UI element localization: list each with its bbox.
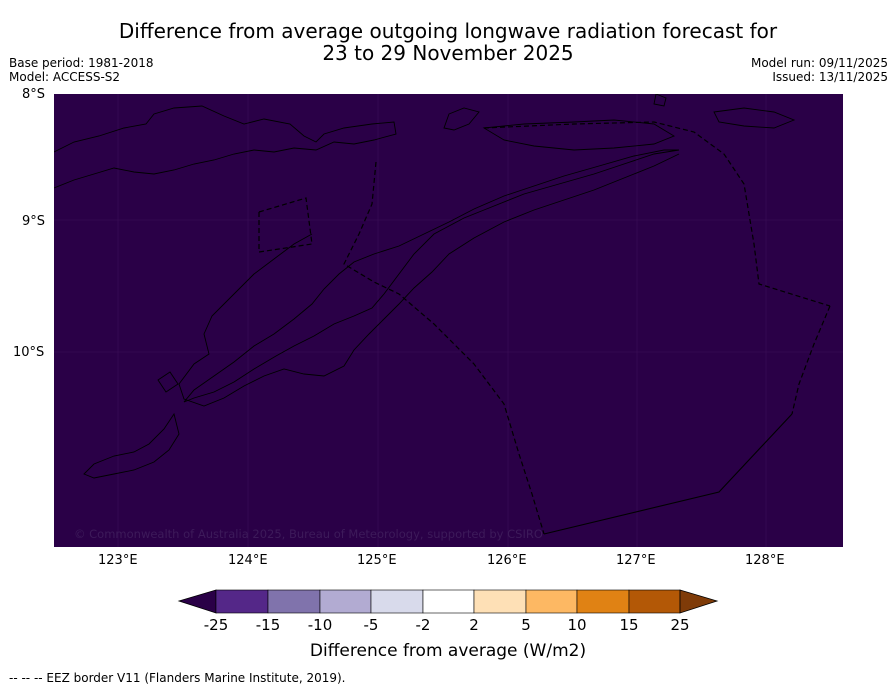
colorbar-tick: 25: [670, 616, 690, 634]
graticule: [54, 94, 843, 547]
colorbar-segment: [576, 589, 630, 614]
coastline-sawu: [157, 371, 179, 393]
base-period: Base period: 1981-2018: [9, 56, 154, 70]
coastline-islet-a: [653, 94, 667, 107]
eez-line-enclave: [258, 197, 313, 253]
title-line-2: 23 to 29 November 2025: [322, 41, 574, 65]
eez-legend: -- -- -- EEZ border V11 (Flanders Marine…: [9, 671, 346, 685]
lon-label-128e: 128°E: [745, 553, 785, 568]
coastline-flores: [54, 105, 397, 189]
colorbar-label: Difference from average (W/m2): [309, 641, 587, 661]
lat-label-10s: 10°S: [13, 345, 45, 360]
colorbar-segment: [422, 589, 475, 614]
map-background: [54, 94, 843, 547]
coastline-wetar: [482, 119, 676, 151]
colorbar-segment: [267, 589, 321, 614]
coastline-alor: [443, 107, 480, 131]
lon-label-125e: 125°E: [357, 553, 397, 568]
coastline-timor: [183, 149, 680, 403]
eez-line-south: [543, 413, 793, 535]
lon-label-127e: 127°E: [616, 553, 656, 568]
colorbar: [177, 589, 719, 614]
colorbar-right-arrow: [679, 589, 719, 614]
eez-line-north: [483, 121, 831, 307]
colorbar-segment: [215, 589, 269, 614]
model-run: Model run: 09/11/2025: [750, 56, 888, 70]
colorbar-tick: -15: [255, 616, 281, 634]
meta-right: Model run: 09/11/2025 Issued: 13/11/2025: [751, 56, 888, 84]
map-area: [54, 94, 843, 547]
lon-label-123e: 123°E: [98, 553, 138, 568]
chart-title: Difference from average outgoing longwav…: [0, 20, 896, 64]
colorbar-tick: -2: [415, 616, 431, 634]
colorbar-segment: [370, 589, 424, 614]
colorbar-segment: [319, 589, 372, 614]
coastline-islet-b: [713, 107, 796, 129]
colorbar-tick: 15: [619, 616, 639, 634]
colorbar-tick: 5: [521, 616, 531, 634]
colorbar-tick: -25: [203, 616, 229, 634]
colorbar-segment: [473, 589, 527, 614]
eez-line-west: [343, 161, 545, 535]
colorbar-left-arrow: [177, 589, 217, 614]
colorbar-segment: [525, 589, 578, 614]
colorbar-tick: -10: [307, 616, 333, 634]
copyright-notice: © Commonwealth of Australia 2025, Bureau…: [74, 527, 543, 541]
issued-date: Issued: 13/11/2025: [772, 70, 888, 84]
lon-label-126e: 126°E: [487, 553, 527, 568]
lat-label-8s: 8°S: [22, 87, 46, 102]
coastline-rote: [83, 412, 180, 479]
colorbar-tick: -5: [363, 616, 379, 634]
coastlines: [54, 94, 796, 479]
eez-line-east: [791, 305, 831, 415]
colorbar-segment: [628, 589, 681, 614]
title-line-1: Difference from average outgoing longwav…: [118, 19, 778, 43]
lat-label-9s: 9°S: [22, 214, 46, 229]
coastline-sumba: [178, 153, 680, 407]
colorbar-tick: 2: [469, 616, 479, 634]
meta-left: Base period: 1981-2018 Model: ACCESS-S2: [9, 56, 154, 84]
colorbar-tick: 10: [567, 616, 587, 634]
lon-label-124e: 124°E: [228, 553, 268, 568]
map-svg: [54, 94, 843, 547]
eez-border: [258, 121, 831, 535]
model-name: Model: ACCESS-S2: [9, 70, 121, 84]
